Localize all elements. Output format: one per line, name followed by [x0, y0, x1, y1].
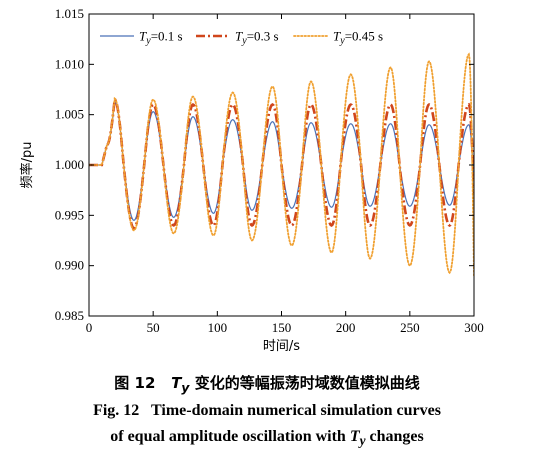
y-tick-label-0: 0.985 — [55, 308, 84, 323]
caption-cn-var: T — [171, 374, 182, 392]
caption-en-var: T — [349, 428, 360, 445]
caption-english-line1: Fig. 12 Time-domain numerical simulation… — [0, 402, 534, 420]
legend: Ty=0.1 s Ty=0.3 s Ty=0.45 s — [100, 29, 383, 47]
y-tick-label-3: 1.000 — [55, 157, 84, 172]
y-tick-label-2: 0.995 — [55, 207, 84, 222]
x-tick-label-4: 200 — [336, 320, 356, 335]
x-tick-label-2: 100 — [208, 320, 228, 335]
caption-cn-prefix: 图 12 — [114, 374, 156, 392]
y-tick-label-5: 1.010 — [55, 56, 84, 71]
frequency-chart: 0 50 100 150 200 250 300 0.985 0.990 0.995 1.000 1.… — [19, 6, 484, 354]
plot-area — [89, 52, 474, 277]
legend-label-0: Ty=0.1 s — [139, 29, 183, 47]
x-axis-title: 时间/s — [263, 339, 300, 354]
caption-en-line1: Fig. 12 Time-domain numerical simulation… — [93, 402, 441, 419]
caption-en-line2-prefix: of equal amplitude oscillation with — [110, 428, 346, 445]
axes: 0 50 100 150 200 250 300 0.985 0.990 0.995 1.000 1.… — [19, 6, 484, 354]
x-tick-label-6: 300 — [464, 320, 484, 335]
series-line-2 — [89, 52, 474, 277]
caption-chinese: 图 12 Ty 变化的等幅振荡时域数值模拟曲线 — [0, 372, 534, 395]
legend-label-1: Ty=0.3 s — [235, 29, 279, 47]
caption-english-line2: of equal amplitude oscillation with Ty c… — [0, 428, 534, 449]
x-tick-label-1: 50 — [147, 320, 160, 335]
x-tick-label-0: 0 — [86, 320, 93, 335]
y-tick-label-4: 1.005 — [55, 107, 84, 122]
y-tick-label-6: 1.015 — [55, 6, 84, 21]
legend-label-2: Ty=0.45 s — [333, 29, 383, 47]
x-tick-label-5: 250 — [400, 320, 420, 335]
y-tick-label-1: 0.990 — [55, 258, 84, 273]
y-axis-title: 频率/pu — [19, 142, 35, 189]
caption-cn-rest: 变化的等幅振荡时域数值模拟曲线 — [194, 374, 420, 392]
caption-en-sub: y — [359, 433, 366, 449]
caption-cn-sub: y — [181, 380, 190, 395]
x-tick-label-3: 150 — [272, 320, 292, 335]
caption-en-line2-suffix: changes — [369, 428, 424, 445]
